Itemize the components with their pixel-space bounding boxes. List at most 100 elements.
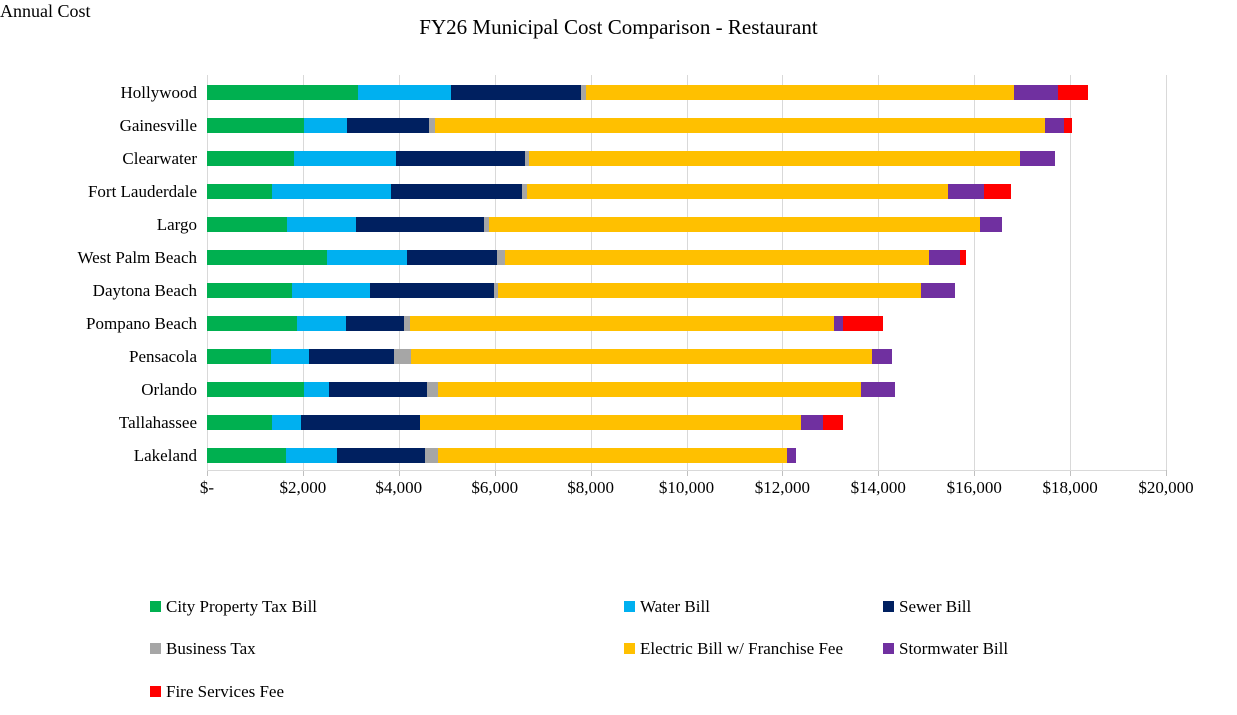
legend-marker-business-tax [150, 643, 161, 654]
bar-segment-water-bill [326, 250, 408, 265]
bar-segment-stormwater-bill [1045, 118, 1064, 133]
category-label-gainesville: Gainesville [119, 115, 197, 135]
gridline-8000 [590, 75, 592, 470]
bar-segment-stormwater-bill [787, 448, 796, 463]
x-tick-label: $14,000 [850, 478, 906, 497]
bar-segment-electric-bill-w-franchise-fee [437, 382, 861, 397]
bar-row-largo [207, 217, 1002, 232]
bar-segment-city-property-tax-bill [207, 184, 272, 199]
legend-item-fire-services-fee: Fire Services Fee [150, 681, 284, 702]
bar-segment-business-tax [522, 184, 527, 199]
bar-segment-business-tax [393, 349, 411, 364]
bar-segment-stormwater-bill [929, 250, 961, 265]
bar-segment-stormwater-bill [1014, 85, 1059, 100]
tick-mark [782, 470, 784, 476]
gridline-12000 [782, 75, 784, 470]
category-label-pensacola: Pensacola [129, 346, 197, 366]
chart-title: FY26 Municipal Cost Comparison - Restaur… [419, 15, 818, 39]
category-label-fort-lauderdale: Fort Lauderdale [87, 181, 197, 201]
legend-marker-sewer-bill [883, 601, 894, 612]
legend-label: Business Tax [166, 639, 256, 658]
bar-segment-business-tax [424, 448, 439, 463]
bar-segment-city-property-tax-bill [207, 349, 271, 364]
bar-segment-electric-bill-w-franchise-fee [420, 415, 801, 430]
bar-segment-electric-bill-w-franchise-fee [488, 217, 980, 232]
tick-mark [590, 470, 592, 476]
tick-mark [207, 470, 208, 476]
tick-mark [1070, 470, 1072, 476]
x-tick-label: $12,000 [754, 478, 811, 497]
bar-segment-water-bill [303, 382, 330, 397]
x-tick-label: $- [199, 478, 215, 497]
bar-segment-water-bill [303, 118, 348, 133]
bar-segment-city-property-tax-bill [207, 151, 294, 166]
bar-segment-business-tax [581, 85, 587, 100]
category-label-hollywood: Hollywood [120, 82, 198, 102]
bar-segment-stormwater-bill [920, 283, 955, 298]
bar-segment-sewer-bill [396, 151, 525, 166]
bar-segment-sewer-bill [355, 217, 484, 232]
bar-segment-stormwater-bill [860, 382, 896, 397]
bar-segment-stormwater-bill [947, 184, 985, 199]
bar-segment-water-bill [286, 217, 356, 232]
bar-segment-business-tax [496, 250, 505, 265]
x-axis-title: Annual Cost [0, 1, 91, 21]
gridline-4000 [398, 75, 400, 470]
bar-segment-water-bill [293, 151, 397, 166]
bar-segment-stormwater-bill [871, 349, 893, 364]
x-tick-label: $10,000 [658, 478, 715, 497]
bar-segment-electric-bill-w-franchise-fee [528, 151, 1021, 166]
bar-segment-sewer-bill [346, 316, 405, 331]
bar-segment-electric-bill-w-franchise-fee [438, 448, 788, 463]
category-label-west-palm-beach: West Palm Beach [77, 247, 198, 267]
bar-segment-electric-bill-w-franchise-fee [409, 316, 834, 331]
bar-segment-business-tax [494, 283, 498, 298]
bar-segment-electric-bill-w-franchise-fee [410, 349, 872, 364]
category-label-largo: Largo [156, 214, 197, 234]
bar-segment-stormwater-bill [979, 217, 1002, 232]
bar-segment-sewer-bill [329, 382, 428, 397]
legend-marker-city-property-tax-bill [150, 601, 161, 612]
bar-row-orlando [207, 382, 896, 397]
bar-segment-fire-services-fee [1063, 118, 1073, 133]
legend-item-electric-bill-w-franchise-fee: Electric Bill w/ Franchise Fee [624, 638, 843, 659]
bar-segment-sewer-bill [301, 415, 421, 430]
bar-segment-business-tax [524, 151, 529, 166]
legend-marker-fire-services-fee [150, 686, 161, 697]
bar-row-hollywood [207, 85, 1089, 100]
gridline-16000 [974, 75, 976, 470]
legend-label: City Property Tax Bill [166, 597, 318, 616]
category-label-daytona-beach: Daytona Beach [92, 280, 197, 300]
bar-segment-water-bill [297, 316, 347, 331]
bar-segment-sewer-bill [369, 283, 495, 298]
bar-segment-city-property-tax-bill [207, 448, 286, 463]
x-axis-line [207, 470, 1166, 471]
bar-segment-stormwater-bill [1020, 151, 1056, 166]
legend-label: Stormwater Bill [899, 639, 1009, 658]
bar-segment-sewer-bill [347, 118, 429, 133]
tick-mark [398, 470, 400, 476]
legend-item-city-property-tax-bill: City Property Tax Bill [150, 596, 317, 617]
category-label-clearwater: Clearwater [122, 148, 197, 168]
legend-item-water-bill: Water Bill [624, 596, 710, 617]
bar-row-pensacola [207, 349, 893, 364]
bar-segment-sewer-bill [308, 349, 394, 364]
bar-row-clearwater [207, 151, 1056, 166]
x-tick-label: $2,000 [279, 478, 327, 497]
gridline-10000 [686, 75, 688, 470]
gridline-0 [207, 75, 208, 470]
legend-marker-electric-bill-w-franchise-fee [624, 643, 635, 654]
legend-label: Water Bill [640, 597, 710, 616]
bar-segment-sewer-bill [336, 448, 425, 463]
x-tick-label: $6,000 [471, 478, 519, 497]
bar-segment-water-bill [270, 349, 309, 364]
bar-segment-sewer-bill [391, 184, 523, 199]
bar-segment-electric-bill-w-franchise-fee [434, 118, 1046, 133]
gridline-2000 [302, 75, 304, 470]
category-label-lakeland: Lakeland [133, 445, 197, 465]
bar-row-tallahassee [207, 415, 843, 430]
bar-segment-electric-bill-w-franchise-fee [526, 184, 948, 199]
bar-segment-sewer-bill [407, 250, 497, 265]
bar-segment-electric-bill-w-franchise-fee [586, 85, 1015, 100]
category-label-orlando: Orlando [141, 379, 197, 399]
